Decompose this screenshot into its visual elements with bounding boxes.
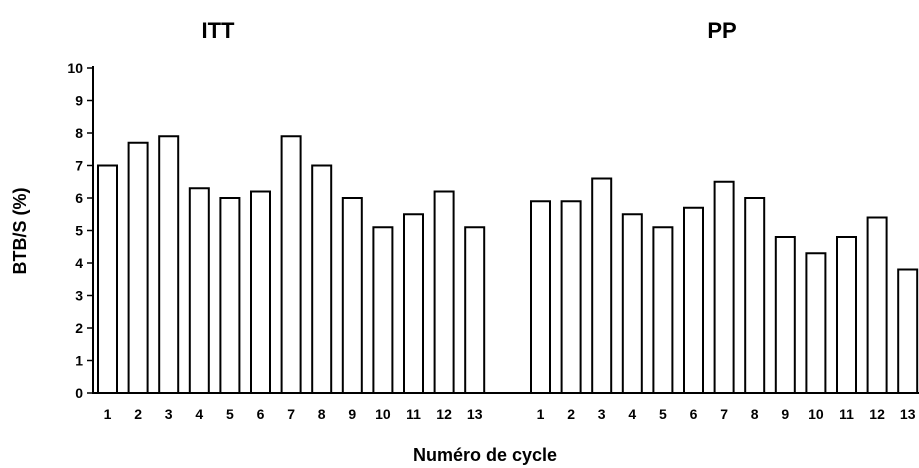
- group-title-itt: ITT: [202, 18, 236, 43]
- bar-itt-cycle-3: [158, 135, 180, 394]
- bar-itt-cycle-11: [403, 213, 424, 394]
- bar-pp-cycle-4: [621, 213, 643, 394]
- y-tick-label: 1: [75, 353, 83, 369]
- y-tick-label: 7: [75, 158, 83, 174]
- bar-itt-cycle-7: [280, 135, 302, 394]
- x-tick-label: 10: [808, 406, 824, 422]
- x-tick-label: 12: [869, 406, 885, 422]
- x-tick-label: 5: [226, 406, 234, 422]
- bar-itt-cycle-4: [188, 187, 210, 394]
- bar-pp-cycle-11: [836, 236, 857, 394]
- x-axis-label: Numéro de cycle: [413, 445, 557, 465]
- y-tick-label: 3: [75, 288, 83, 304]
- bar-itt-cycle-2: [127, 141, 149, 394]
- y-tick-label: 5: [75, 223, 83, 239]
- bar-pp-cycle-6: [683, 206, 704, 394]
- group-title-pp: PP: [707, 18, 736, 43]
- bar-pp-cycle-5: [652, 226, 674, 394]
- x-tick-label: 6: [690, 406, 698, 422]
- x-tick-label: 4: [195, 406, 203, 422]
- bar-pp-cycle-12: [866, 216, 888, 394]
- x-tick-label: 1: [104, 406, 112, 422]
- bar-pp-cycle-9: [774, 236, 796, 394]
- x-tick-label: 2: [567, 406, 575, 422]
- bar-pp-cycle-7: [713, 180, 735, 394]
- x-tick-label: 3: [598, 406, 606, 422]
- bar-itt-cycle-12: [433, 190, 455, 394]
- y-tick-label: 6: [75, 190, 83, 206]
- x-tick-label: 2: [134, 406, 142, 422]
- x-tick-label: 9: [348, 406, 356, 422]
- y-tick-label: 0: [75, 385, 83, 401]
- x-tick-label: 11: [839, 406, 854, 422]
- x-tick-label: 10: [375, 406, 391, 422]
- y-tick-label: 9: [75, 93, 83, 109]
- y-tick-label: 8: [75, 125, 83, 141]
- x-tick-label: 4: [628, 406, 636, 422]
- bar-pp-cycle-10: [805, 252, 827, 394]
- x-ticks: 1 2 3 4 5 6 7 8 9 10 11 12 13 1 2 3 4 5 6 7 8 9 10 11 12 13: [104, 406, 916, 422]
- y-tick-label: 4: [75, 255, 83, 271]
- x-tick-label: 13: [467, 406, 483, 422]
- bar-itt-cycle-1: [97, 164, 118, 394]
- x-tick-label: 5: [659, 406, 667, 422]
- bar-pp-cycle-1: [530, 200, 551, 394]
- y-ticks: 0 1 2 3 4 5 6 7 8 9 10: [67, 60, 93, 401]
- y-tick-label: 10: [67, 60, 83, 76]
- bar-pp-cycle-8: [744, 197, 766, 394]
- bar-pp-cycle-13: [897, 268, 919, 394]
- x-tick-label: 8: [751, 406, 759, 422]
- x-tick-label: 8: [318, 406, 326, 422]
- x-tick-label: 13: [900, 406, 916, 422]
- bar-itt-cycle-13: [464, 226, 486, 394]
- x-tick-label: 9: [781, 406, 789, 422]
- bar-pp-cycle-2: [560, 200, 582, 394]
- x-tick-label: 1: [537, 406, 545, 422]
- x-tick-label: 11: [406, 406, 421, 422]
- x-tick-label: 7: [287, 406, 295, 422]
- bars: [97, 135, 919, 394]
- bar-pp-cycle-3: [591, 177, 613, 394]
- bar-itt-cycle-9: [341, 197, 363, 394]
- bar-itt-cycle-10: [372, 226, 394, 394]
- y-axis-label: BTB/S (%): [10, 188, 30, 275]
- x-tick-label: 7: [720, 406, 728, 422]
- y-tick-label: 2: [75, 320, 83, 336]
- x-tick-label: 12: [436, 406, 452, 422]
- bar-itt-cycle-5: [219, 197, 241, 394]
- x-tick-label: 6: [257, 406, 265, 422]
- bar-itt-cycle-6: [250, 190, 271, 394]
- bar-itt-cycle-8: [311, 164, 333, 394]
- x-tick-label: 3: [165, 406, 173, 422]
